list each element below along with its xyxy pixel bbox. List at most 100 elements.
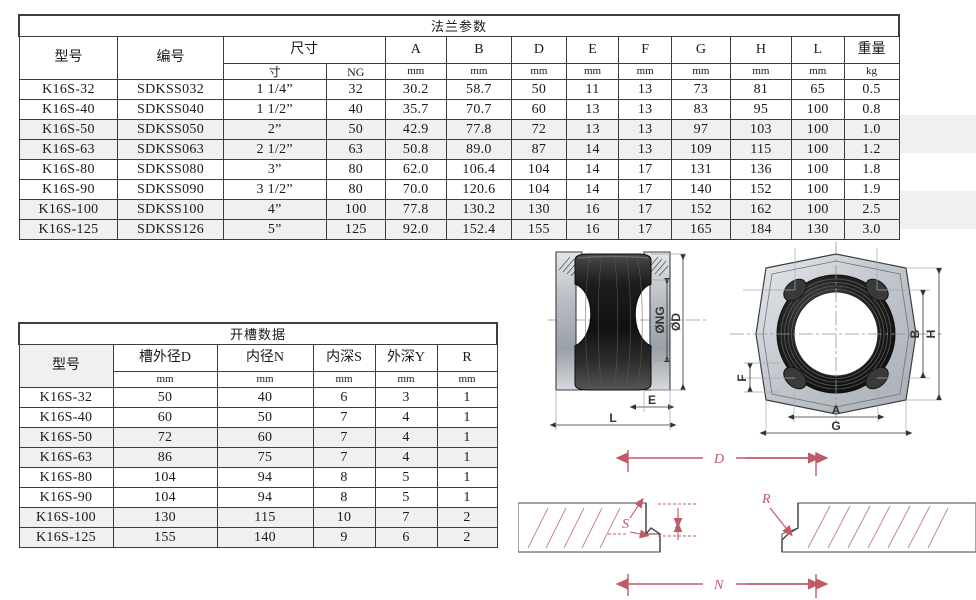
cell-E: 16 (565, 199, 620, 220)
cell-H: 152 (729, 179, 792, 200)
groove-col-header-r: R (436, 344, 498, 372)
cell-A: 62.0 (384, 159, 447, 180)
table-row: K16S-50 SDKSS050 2” 50 42.9 77.8 72 13 13 97 103 10… (18, 119, 900, 140)
cell-code: SDKSS032 (117, 79, 224, 100)
cell-F: 13 (618, 79, 672, 100)
cell-A: 77.8 (384, 199, 447, 220)
cell-inch: 1 1/2” (222, 99, 327, 120)
groove-unit-r: mm (436, 371, 498, 388)
cell-weight: 1.8 (843, 159, 900, 180)
unit-e: mm (565, 63, 620, 80)
unit-weight: kg (843, 63, 900, 80)
cell-D: 104 (112, 487, 218, 508)
groove-detail-right-view: R (746, 452, 976, 598)
cell-Y: 6 (374, 527, 438, 548)
cell-N: 50 (216, 407, 314, 428)
cell-F: 17 (618, 179, 672, 200)
dim-label-d: ØD (669, 313, 683, 331)
table-row: K16S-90 SDKSS090 3 1/2” 80 70.0 120.6 104 14 17 1… (18, 179, 900, 200)
cell-G: 109 (670, 139, 731, 160)
cell-B: 106.4 (445, 159, 513, 180)
cell-model: K16S-100 (18, 507, 114, 528)
cell-N: 75 (216, 447, 314, 468)
cell-code: SDKSS063 (117, 139, 224, 160)
cell-model: K16S-40 (18, 407, 114, 428)
table-row: K16S-63 86 75 7 4 1 (18, 447, 498, 468)
cell-G: 131 (670, 159, 731, 180)
cell-ng: 40 (325, 99, 386, 120)
leader-r (769, 507, 793, 537)
cell-N: 40 (216, 387, 314, 408)
cell-D: 86 (112, 447, 218, 468)
cell-R: 1 (436, 467, 498, 488)
cell-A: 30.2 (384, 79, 447, 100)
table-row: K16S-125 155 140 9 6 2 (18, 527, 498, 548)
cell-R: 1 (436, 427, 498, 448)
cell-G: 97 (670, 119, 731, 140)
col-header-weight: 重量 (843, 36, 900, 64)
cell-ng: 80 (325, 159, 386, 180)
col-header-code: 编号 (117, 36, 224, 80)
cell-model: K16S-63 (18, 447, 114, 468)
cell-Y: 5 (374, 467, 438, 488)
cell-code: SDKSS090 (117, 179, 224, 200)
stripe-band-2 (900, 191, 976, 229)
cell-N: 60 (216, 427, 314, 448)
cell-F: 17 (618, 199, 672, 220)
cell-D: 155 (112, 527, 218, 548)
cell-model: K16S-90 (18, 487, 114, 508)
col-header-d: D (511, 36, 567, 64)
cell-H: 162 (729, 199, 792, 220)
dim-label-h: H (924, 330, 938, 339)
cell-N: 94 (216, 467, 314, 488)
cell-H: 81 (729, 79, 792, 100)
dim-label-f: F (735, 374, 749, 381)
col-header-g: G (670, 36, 731, 64)
table-row: K16S-100 130 115 10 7 2 (18, 507, 498, 528)
cell-H: 184 (729, 219, 792, 240)
cell-F: 17 (618, 219, 672, 240)
dim-label-e: E (648, 393, 656, 407)
cell-S: 9 (312, 527, 376, 548)
extension-lines-l (555, 390, 671, 430)
table-row: K16S-32 50 40 6 3 1 (18, 387, 498, 408)
unit-h: mm (729, 63, 792, 80)
cell-model: K16S-40 (18, 99, 119, 120)
cell-A: 35.7 (384, 99, 447, 120)
cell-G: 83 (670, 99, 731, 120)
groove-profile-left (645, 503, 661, 552)
table-row: K16S-40 SDKSS040 1 1/2” 40 35.7 70.7 60 13 13 83 9… (18, 99, 900, 120)
groove-unit-y: mm (374, 371, 438, 388)
cell-weight: 2.5 (843, 199, 900, 220)
cell-R: 1 (436, 387, 498, 408)
cell-D: 104 (112, 467, 218, 488)
col-header-e: E (565, 36, 620, 64)
table-row: K16S-40 60 50 7 4 1 (18, 407, 498, 428)
dim-label-l: L (609, 411, 616, 425)
cell-inch: 3 1/2” (222, 179, 327, 200)
cell-L: 130 (790, 219, 845, 240)
cell-model: K16S-50 (18, 119, 119, 140)
cell-F: 17 (618, 159, 672, 180)
flange-parameters-table: 法兰参数 型号 编号 尺寸 A B D E F G H L 重量 寸 NG mm… (18, 14, 900, 240)
groove-col-header-d: 槽外径D (112, 344, 218, 372)
cell-model: K16S-125 (18, 219, 119, 240)
cell-S: 7 (312, 427, 376, 448)
groove-col-header-n: 内径N (216, 344, 314, 372)
cell-E: 16 (565, 219, 620, 240)
cell-E: 11 (565, 79, 620, 100)
table-row: K16S-50 72 60 7 4 1 (18, 427, 498, 448)
technical-drawings: ØNG ØD E L (518, 240, 976, 600)
cell-L: 100 (790, 199, 845, 220)
groove-detail-left-view: D S Y N (518, 450, 821, 596)
cell-D: 87 (511, 139, 567, 160)
cell-Y: 4 (374, 407, 438, 428)
flange-front-view: B H F A G (730, 242, 942, 436)
cell-Y: 7 (374, 507, 438, 528)
cell-ng: 63 (325, 139, 386, 160)
groove-unit-d: mm (112, 371, 218, 388)
cell-S: 7 (312, 407, 376, 428)
cell-inch: 5” (222, 219, 327, 240)
cell-ng: 32 (325, 79, 386, 100)
cell-code: SDKSS080 (117, 159, 224, 180)
